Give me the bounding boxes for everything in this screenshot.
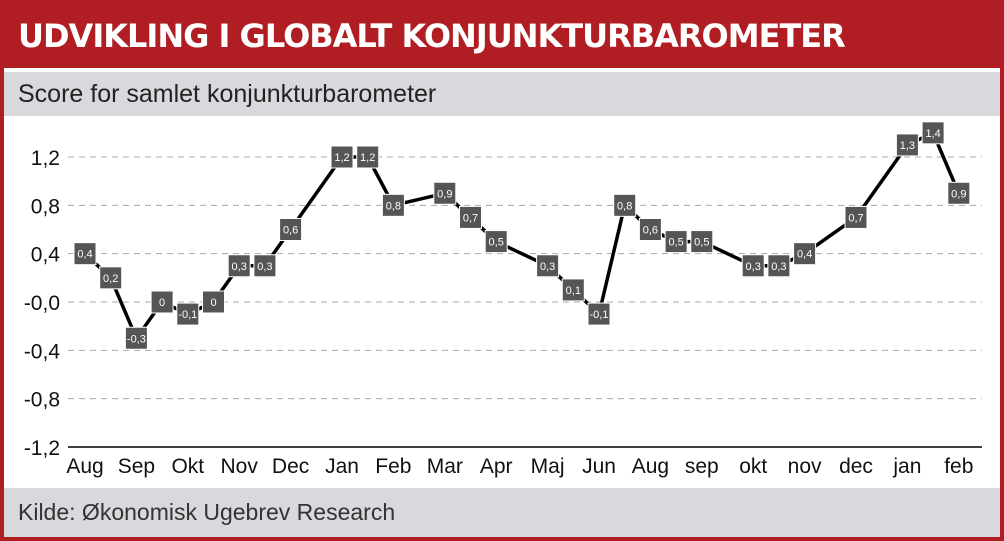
data-label: 0,3	[540, 261, 555, 273]
data-point-marker	[433, 181, 457, 205]
x-tick-label: jan	[892, 455, 921, 478]
data-point-marker	[73, 242, 97, 266]
x-tick-label: okt	[739, 455, 767, 478]
x-tick-label: nov	[788, 455, 822, 478]
data-label: 0,3	[771, 261, 786, 273]
y-tick-label: -1,2	[24, 437, 60, 460]
data-point-marker	[279, 218, 303, 241]
y-tick-label: -0,8	[24, 389, 60, 412]
data-point-marker	[124, 326, 148, 350]
x-tick-label: Aug	[66, 455, 103, 478]
data-label: -0,1	[590, 309, 609, 321]
x-tick-label: Jun	[582, 455, 616, 478]
data-point-marker	[381, 193, 405, 217]
data-label: 1,2	[360, 152, 375, 164]
x-tick-label: Mar	[427, 455, 463, 478]
y-tick-label: 1,2	[31, 147, 60, 170]
line-chart: 1,2 0,8 0,4 -0,0 -0,4 -0,8 -1,2 Aug Sep Okt Nov Dec…	[24, 121, 982, 478]
data-label: 0	[210, 297, 216, 309]
data-label: 0,5	[489, 237, 504, 249]
x-tick-label: Feb	[375, 455, 411, 478]
data-label: 0,8	[386, 200, 401, 212]
x-tick-label: sep	[685, 455, 719, 478]
x-tick-label: Aug	[632, 455, 669, 478]
data-label: 0,3	[746, 261, 761, 273]
data-point-marker	[638, 218, 662, 241]
data-label: 0	[159, 297, 165, 309]
data-point-marker	[947, 181, 971, 205]
x-tick-label: Okt	[171, 455, 204, 478]
data-label: 0,7	[463, 212, 478, 224]
data-point-marker	[587, 302, 611, 326]
x-tick-label: Dec	[272, 455, 309, 478]
data-point-marker	[690, 230, 714, 254]
data-label: 0,1	[566, 285, 581, 297]
data-label: -0,3	[127, 333, 146, 345]
data-point-marker	[253, 254, 277, 278]
data-label: 0,3	[257, 261, 272, 273]
chart-subtitle: Score for samlet konjunkturbarometer	[4, 72, 1000, 116]
data-label: 1,3	[900, 140, 915, 152]
x-tick-label: Sep	[118, 455, 155, 478]
data-point-marker	[613, 193, 637, 217]
data-point-marker	[767, 254, 791, 278]
data-label: 1,4	[925, 128, 940, 140]
source-note: Kilde: Økonomisk Ugebrev Research	[4, 488, 1000, 537]
data-label: 0,4	[77, 249, 92, 261]
x-tick-label: Jan	[325, 455, 359, 478]
data-point-marker	[227, 254, 251, 278]
data-label: 0,6	[643, 225, 658, 237]
x-tick-label: feb	[944, 455, 973, 478]
y-tick-label: 0,8	[31, 195, 60, 218]
data-point-marker	[741, 254, 765, 278]
data-label: -0,1	[178, 309, 197, 321]
data-point-marker	[793, 242, 817, 266]
data-point-marker	[664, 230, 688, 254]
data-label: 0,3	[232, 261, 247, 273]
data-point-marker	[330, 145, 354, 169]
data-label: 0,4	[797, 249, 812, 261]
data-point-marker	[895, 133, 919, 157]
x-tick-label: dec	[839, 455, 873, 478]
chart-title: UDVIKLING I GLOBALT KONJUNKTURBAROMETER	[4, 4, 1000, 68]
y-tick-label: 0,4	[31, 244, 61, 267]
data-point-marker	[99, 266, 123, 290]
data-label: 0,5	[668, 237, 683, 249]
x-tick-label: Maj	[531, 455, 565, 478]
data-point-marker	[459, 205, 482, 229]
data-point-marker	[202, 290, 225, 314]
y-tick-label: -0,0	[24, 292, 60, 315]
data-point-marker	[356, 145, 380, 169]
y-tick-label: -0,4	[24, 340, 61, 363]
data-label: 0,2	[103, 273, 118, 285]
data-label: 0,6	[283, 225, 298, 237]
data-point-marker	[484, 230, 508, 254]
x-tick-label: Apr	[480, 455, 513, 478]
data-label: 0,5	[694, 237, 709, 249]
data-point-marker	[921, 121, 945, 145]
data-label: 0,9	[951, 188, 966, 200]
data-point-marker	[561, 278, 585, 302]
data-label: 1,2	[334, 152, 349, 164]
data-point-marker	[536, 254, 560, 278]
data-label: 0,9	[437, 188, 452, 200]
data-label: 0,8	[617, 200, 632, 212]
x-tick-label: Nov	[221, 455, 259, 478]
data-point-marker	[844, 205, 868, 229]
data-point-marker	[150, 290, 174, 314]
data-label: 0,7	[848, 212, 863, 224]
data-point-marker	[176, 302, 200, 326]
